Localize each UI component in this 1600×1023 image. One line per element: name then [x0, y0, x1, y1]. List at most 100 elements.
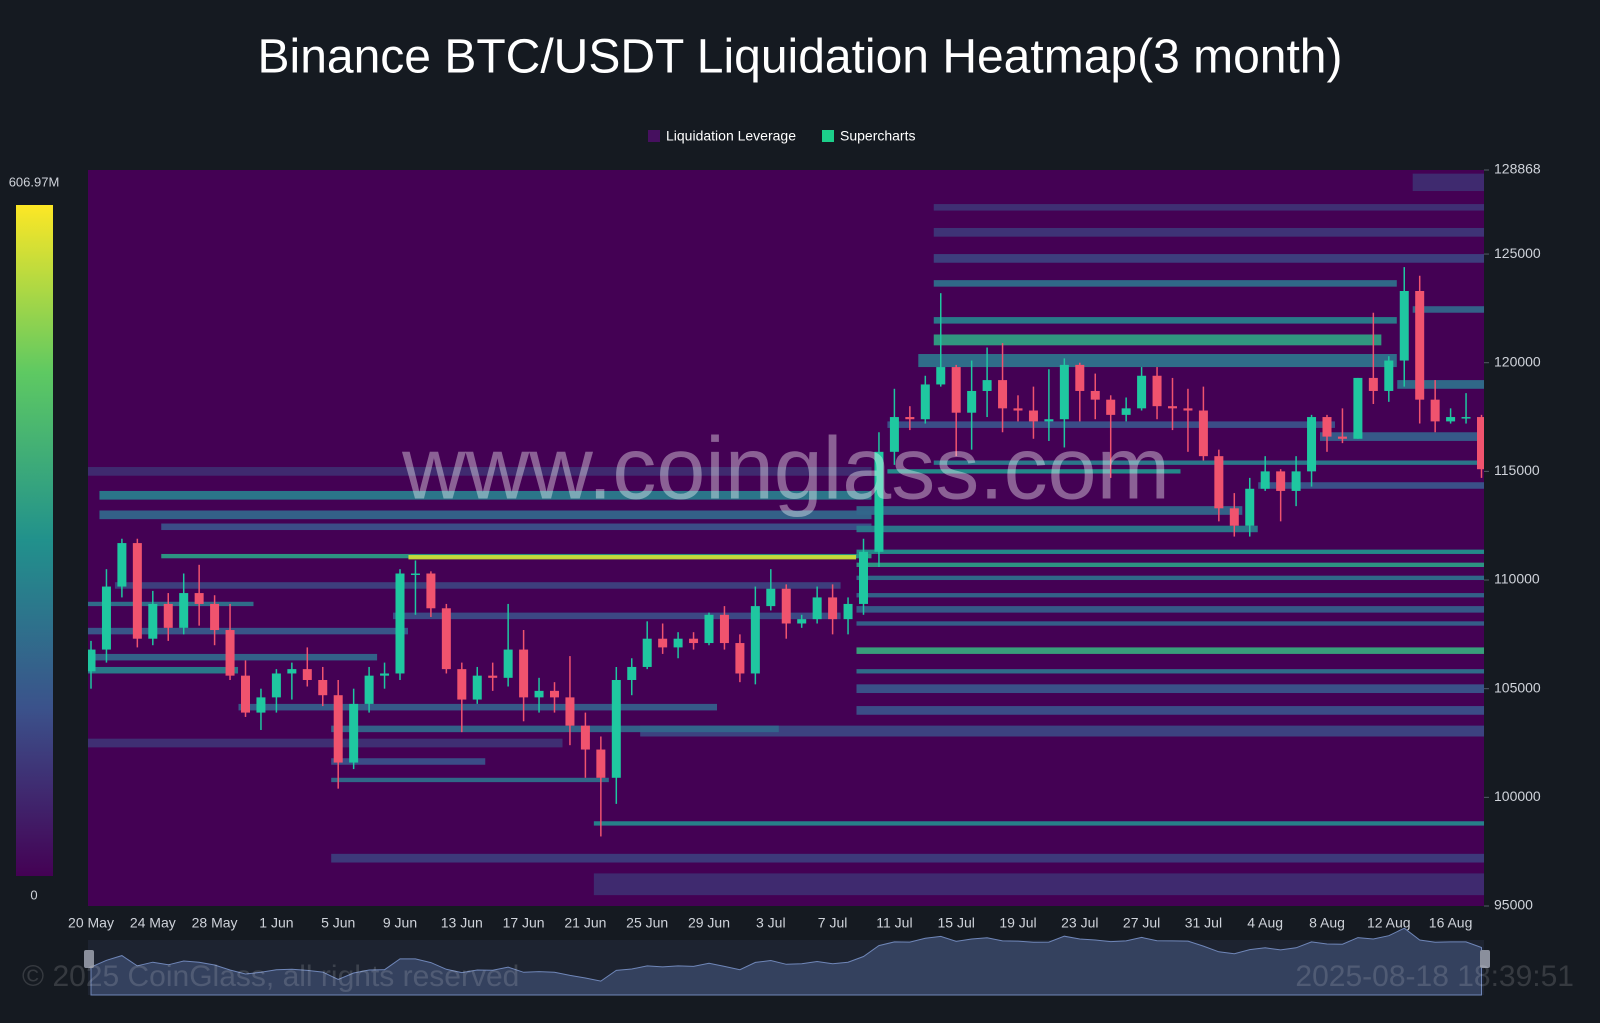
legend-label[interactable]: Liquidation Leverage [666, 128, 796, 144]
candle-body [1291, 471, 1301, 491]
candle-body [488, 675, 498, 678]
x-tick-label: 23 Jul [1061, 915, 1098, 931]
candle-body [1106, 399, 1116, 415]
legend-swatch[interactable] [648, 130, 660, 142]
candle-body [596, 749, 606, 778]
candle-body [843, 603, 853, 620]
candle-body [1353, 377, 1363, 439]
candle-body [1276, 471, 1286, 491]
candle-body [766, 588, 776, 607]
candle-body [380, 673, 390, 676]
candle-body [271, 673, 281, 698]
candle-body [287, 669, 297, 674]
liquidation-level [331, 853, 1484, 863]
liquidation-level [408, 555, 857, 560]
navigator-handle[interactable] [1480, 950, 1490, 968]
liquidation-level [856, 647, 1484, 654]
candle-body [781, 588, 791, 624]
candle-body [1384, 360, 1394, 391]
liquidation-level [856, 684, 1484, 694]
candle-body [395, 573, 405, 674]
x-tick-label: 25 Jun [626, 915, 668, 931]
candle-body [982, 380, 992, 391]
navigator-area [90, 927, 1482, 996]
candle-body [565, 697, 575, 726]
candle-body [472, 675, 482, 700]
candle-body [1430, 399, 1440, 422]
candle-body [936, 367, 946, 385]
candle-body [1260, 471, 1270, 489]
liquidation-level [1412, 306, 1484, 313]
liquidation-level [933, 227, 1484, 237]
candle-body [88, 649, 96, 672]
x-tick-label: 17 Jun [503, 915, 545, 931]
candle-body [1245, 488, 1255, 526]
candle-body [1198, 410, 1208, 457]
navigator-series [90, 927, 1482, 996]
candle-body [951, 367, 961, 413]
candle-body [1399, 291, 1409, 361]
liquidation-level [918, 354, 1397, 368]
candle-body [1461, 417, 1471, 419]
liquidation-level [1412, 173, 1484, 192]
legend-swatch[interactable] [822, 130, 834, 142]
y-tick-label: 128868 [1494, 161, 1541, 177]
candle-body [1028, 410, 1038, 422]
candle-body [302, 669, 312, 680]
liquidation-level [856, 706, 1484, 715]
liquidation-level [88, 467, 872, 476]
liquidation-level [161, 523, 872, 531]
liquidation-level [1258, 482, 1484, 489]
candle-body [225, 630, 235, 676]
candle-body [194, 593, 204, 604]
liquidation-level [331, 758, 486, 765]
liquidation-level [88, 738, 563, 748]
liquidation-level [331, 777, 609, 783]
x-tick-label: 12 Aug [1367, 915, 1411, 931]
liquidation-level [856, 506, 1243, 515]
liquidation-level [238, 703, 717, 711]
candle-body [410, 573, 420, 576]
candle-body [550, 690, 559, 698]
candle-body [905, 417, 915, 420]
liquidation-level [331, 725, 779, 733]
candle-body [673, 638, 683, 648]
liquidation-level [933, 460, 1484, 465]
liquidation-level [99, 510, 872, 520]
candle-body [1059, 364, 1069, 420]
candle-body [318, 679, 328, 696]
candle-body [580, 725, 590, 750]
x-tick-label: 5 Jun [321, 915, 355, 931]
candle-body [132, 543, 142, 639]
candle-body [101, 586, 111, 650]
y-tick-label: 95000 [1494, 897, 1533, 913]
liquidation-level [856, 593, 1484, 598]
candle-body [859, 551, 868, 604]
x-tick-label: 4 Aug [1247, 915, 1283, 931]
liquidation-level [593, 873, 1484, 896]
candle-body [797, 619, 807, 624]
x-tick-label: 28 May [192, 915, 238, 931]
liquidation-level [856, 575, 1484, 581]
colorbar [16, 205, 53, 876]
x-tick-label: 9 Jun [383, 915, 417, 931]
x-tick-label: 27 Jul [1123, 915, 1160, 931]
liquidation-level [933, 334, 1382, 346]
candle-body [1013, 408, 1023, 411]
timestamp: 2025-08-18 18:39:51 [1295, 960, 1574, 993]
y-tick-label: 125000 [1494, 245, 1541, 261]
liquidation-level [856, 606, 1484, 613]
liquidation-level [887, 469, 1181, 474]
liquidation-level [1320, 432, 1484, 441]
x-tick-label: 31 Jul [1185, 915, 1222, 931]
candle-body [503, 649, 513, 678]
candle-body [457, 669, 467, 700]
candle-body [519, 649, 529, 698]
candle-body [426, 573, 436, 609]
candle-body [1121, 408, 1131, 415]
liquidation-level [393, 612, 841, 620]
y-tick-label: 115000 [1494, 462, 1540, 478]
navigator-handle[interactable] [84, 950, 94, 968]
legend-label[interactable]: Supercharts [840, 128, 915, 144]
